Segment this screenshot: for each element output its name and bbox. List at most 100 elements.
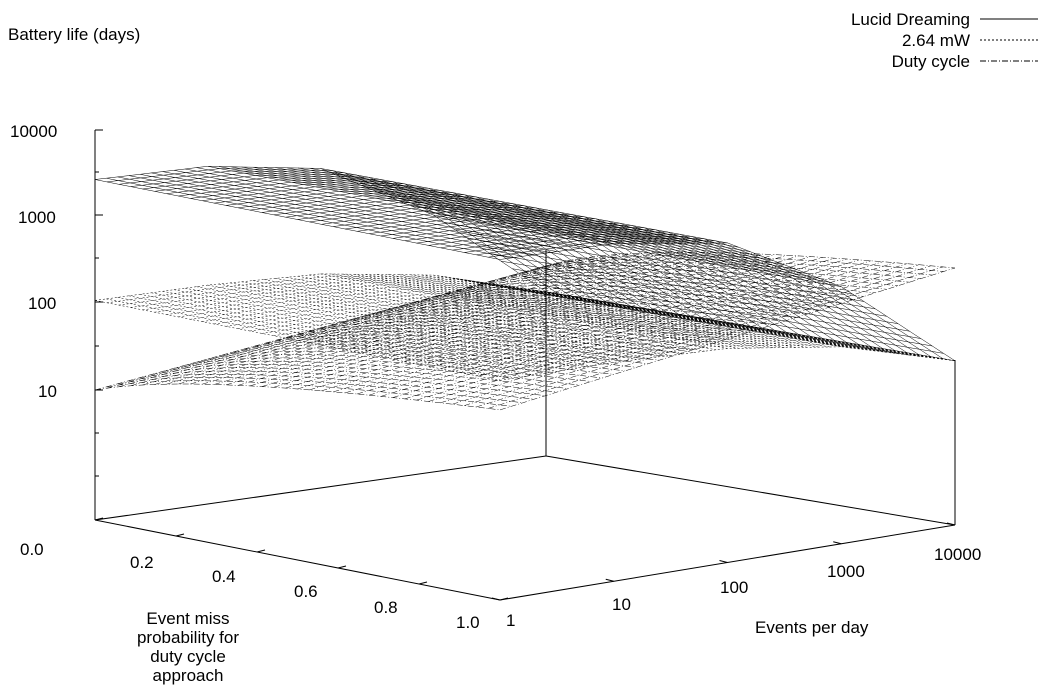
lucid-dreaming-surface-mesh-col — [196, 167, 603, 246]
x-tick-labels: 1 10 100 1000 10000 — [506, 545, 981, 630]
power-264mw-surface-mesh-row — [345, 319, 799, 351]
lucid-dreaming-surface-mesh-col — [252, 166, 660, 244]
duty-cycle-surface-mesh-col — [433, 285, 842, 304]
power-264mw-surface-mesh-row — [357, 321, 811, 353]
lucid-dreaming-surface-mesh-col — [230, 166, 637, 244]
lucid-dreaming-surface-mesh-col — [512, 268, 921, 339]
lucid-dreaming-surface-mesh-col — [162, 171, 569, 251]
power-264mw-surface-mesh-col — [421, 274, 830, 348]
lucid-dreaming-surface-mesh-col — [94, 179, 501, 260]
duty-cycle-surface-mesh-row — [368, 257, 823, 396]
lucid-dreaming-surface-mesh-col — [173, 170, 580, 249]
legend-label-264mw: 2.64 mW — [902, 31, 970, 50]
lucid-dreaming-surface-mesh-col — [297, 167, 705, 244]
duty-cycle-surface-mesh-col — [185, 357, 592, 382]
lucid-dreaming-surface-mesh-col — [365, 186, 774, 261]
y-tick-label: 0.4 — [212, 567, 236, 586]
duty-cycle-surface-mesh-row — [333, 255, 787, 393]
power-264mw-surface-mesh-col — [343, 273, 751, 349]
duty-cycle-surface-mesh-col — [500, 265, 910, 283]
duty-cycle-surface-mesh-col — [365, 304, 774, 325]
lucid-dreaming-surface-mesh-col — [421, 210, 830, 283]
y-tick-label: 0.8 — [374, 598, 398, 617]
power-264mw-surface-mesh-row — [94, 273, 547, 301]
duty-cycle-surface-mesh-row — [452, 263, 907, 405]
legend-label-dutycycle: Duty cycle — [892, 52, 970, 71]
power-264mw-surface-mesh-col — [151, 292, 557, 372]
lucid-dreaming-surface-mesh-col — [376, 191, 785, 266]
duty-cycle-surface-mesh-col — [354, 308, 762, 329]
x-tick-label: 10 — [612, 595, 631, 614]
lucid-dreaming-surface-mesh-col — [478, 245, 887, 317]
duty-cycle-surface-mesh-col — [241, 341, 648, 365]
y-tick-labels: 0.0 0.2 0.4 0.6 0.8 1.0 — [20, 540, 480, 632]
duty-cycle-surface-mesh-col — [343, 311, 751, 333]
lucid-dreaming-surface-mesh-col — [185, 168, 592, 248]
duty-cycle-surface-mesh-col — [421, 288, 830, 308]
x-tick-label: 1 — [506, 611, 515, 630]
power-264mw-surface-mesh-row — [214, 295, 667, 325]
duty-cycle-surface-mesh-col — [455, 278, 865, 297]
y-axis-label-line: Event miss — [146, 609, 229, 628]
power-264mw-surface-mesh-row — [321, 314, 775, 346]
power-264mw-surface-mesh-col — [478, 281, 887, 353]
x-tick — [719, 560, 728, 563]
duty-cycle-surface-mesh-col — [309, 321, 717, 343]
duty-cycle-surface-mesh-col — [376, 301, 785, 322]
duty-cycle-surface-mesh-col — [106, 380, 512, 407]
x-tick-label: 100 — [720, 578, 748, 597]
power-264mw-surface-mesh-col — [140, 294, 546, 374]
duty-cycle-surface-mesh-row — [202, 252, 655, 385]
duty-cycle-surface-mesh-col — [512, 261, 921, 279]
lucid-dreaming-surface-mesh-col — [128, 175, 535, 255]
duty-cycle-surface-mesh-row — [178, 253, 631, 385]
lucid-dreaming-surface-mesh-row — [142, 175, 595, 301]
duty-cycle-surface-mesh-col — [218, 347, 626, 372]
duty-cycle-surface-mesh-row — [499, 267, 956, 411]
power-264mw-surface-mesh-col — [500, 284, 910, 356]
power-264mw-surface-mesh-row — [154, 284, 607, 313]
x-axis-label: Events per day — [755, 618, 869, 637]
duty-cycle-surface-mesh-col — [297, 324, 705, 347]
duty-cycle-surface-mesh-col — [320, 318, 728, 340]
power-264mw-surface-mesh-col — [354, 274, 762, 349]
duty-cycle-surface-mesh-row — [464, 264, 919, 406]
z-tick-label: 100 — [28, 294, 56, 313]
legend: Lucid Dreaming 2.64 mW Duty cycle — [851, 10, 1038, 71]
power-264mw-surface-mesh-col — [207, 284, 614, 363]
duty-cycle-surface-mesh-col — [230, 344, 637, 368]
duty-cycle-surface-mesh-col — [286, 328, 694, 350]
lucid-dreaming-surface-mesh-col — [534, 283, 944, 354]
x-tick — [491, 597, 501, 601]
duty-cycle-surface-mesh-row — [404, 259, 859, 400]
power-264mw-surface-mesh-col — [117, 297, 523, 378]
power-264mw-surface-mesh-col — [241, 281, 648, 359]
power-264mw-surface-mesh-row — [249, 302, 703, 332]
y-tick-label: 0.2 — [130, 553, 154, 572]
duty-cycle-surface-mesh-col — [489, 268, 899, 286]
lucid-dreaming-surface-mesh-col — [309, 167, 717, 244]
power-264mw-surface-mesh-col — [534, 289, 944, 360]
lucid-dreaming-surface-mesh-col — [331, 172, 739, 248]
duty-cycle-surface-mesh-row — [309, 253, 763, 391]
duty-cycle-surface-mesh-col — [410, 291, 819, 311]
duty-cycle-surface-mesh-row — [345, 255, 799, 394]
lucid-dreaming-surface-mesh-col — [151, 172, 557, 252]
y-tick — [175, 533, 185, 537]
power-264mw-surface-mesh-col — [331, 273, 739, 349]
duty-cycle-surface-mesh-row — [214, 252, 667, 385]
duty-cycle-surface-mesh-col — [117, 377, 523, 404]
power-264mw-surface-mesh-col — [410, 274, 819, 348]
y-axis-label-line: duty cycle — [150, 647, 226, 666]
power-264mw-surface-mesh-col — [365, 274, 774, 349]
y-tick — [337, 565, 347, 569]
duty-cycle-surface-mesh-col — [162, 364, 569, 389]
duty-cycle-surface-mesh-row — [440, 262, 895, 404]
power-264mw-surface-mesh-col — [309, 274, 717, 351]
power-264mw-surface-mesh-col — [455, 278, 865, 350]
y-tick — [94, 517, 104, 521]
duty-cycle-surface-mesh-col — [140, 370, 546, 396]
duty-cycle-surface-mesh-col — [196, 354, 603, 379]
power-264mw-surface-mesh-col — [512, 286, 921, 357]
y-axis-label-line: approach — [153, 666, 224, 685]
